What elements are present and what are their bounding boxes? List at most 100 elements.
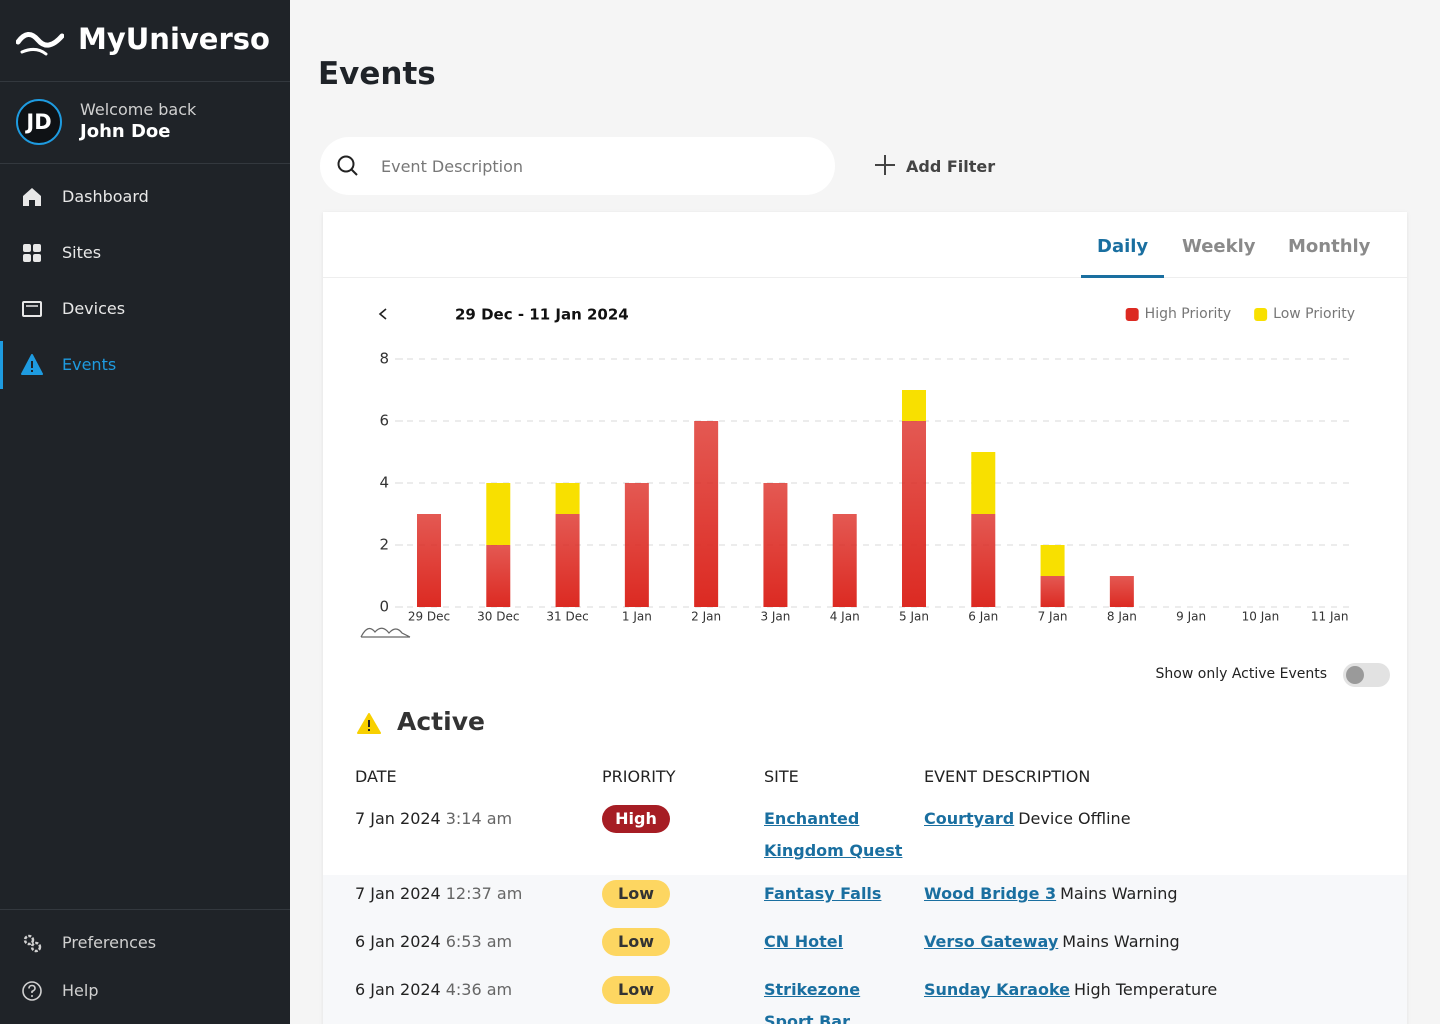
bar-segment bbox=[486, 483, 511, 545]
y-tick-label: 4 bbox=[379, 474, 389, 492]
tab[interactable]: Weekly bbox=[1182, 236, 1256, 257]
priority-badge: High bbox=[602, 805, 670, 833]
x-tick-label: 4 Jan bbox=[830, 610, 860, 624]
greeting: Welcome back bbox=[80, 100, 197, 119]
bar-segment bbox=[763, 483, 788, 607]
x-tick-label: 30 Dec bbox=[477, 610, 519, 624]
device-link[interactable]: Sunday Karaoke bbox=[924, 980, 1070, 999]
nav-label: Preferences bbox=[62, 933, 157, 952]
site-link[interactable]: CN Hotel bbox=[764, 932, 844, 951]
nav-item[interactable]: Events bbox=[0, 341, 290, 389]
nav-label: Dashboard bbox=[62, 187, 149, 206]
table-row: 6 Jan 2024 6:53 am Low CN Hotel Verso Gatewa… bbox=[323, 923, 1407, 971]
bar-segment bbox=[971, 452, 996, 514]
x-tick-label: 5 Jan bbox=[899, 610, 929, 624]
date-cell: 6 Jan 2024 4:36 am bbox=[355, 980, 512, 999]
nav-item[interactable]: Dashboard bbox=[0, 173, 290, 221]
x-tick-label: 9 Jan bbox=[1176, 610, 1206, 624]
nav-icon bbox=[23, 188, 41, 206]
tab-underline bbox=[1081, 275, 1164, 278]
search-box[interactable]: Event Description bbox=[320, 137, 835, 195]
column-header: SITE bbox=[764, 767, 799, 786]
table-row: 7 Jan 2024 12:37 am Low Fantasy Falls Wood B… bbox=[323, 875, 1407, 923]
nav-icon bbox=[23, 934, 42, 953]
priority-badge: Low bbox=[602, 880, 670, 908]
tab[interactable]: Daily bbox=[1097, 236, 1149, 257]
search-placeholder: Event Description bbox=[381, 157, 524, 176]
date-range: 29 Dec - 11 Jan 2024 bbox=[455, 306, 629, 324]
chart: 29 Dec - 11 Jan 2024 0 2 4 6 8 29 Dec 30 Dec 31… bbox=[360, 306, 1355, 638]
y-tick-label: 0 bbox=[379, 598, 389, 616]
section-title: Active bbox=[397, 707, 485, 736]
bar-segment bbox=[694, 421, 719, 607]
date-cell: 6 Jan 2024 6:53 am bbox=[355, 932, 512, 951]
add-filter-label: Add Filter bbox=[906, 157, 996, 176]
x-tick-label: 6 Jan bbox=[968, 610, 998, 624]
search-icon bbox=[337, 155, 358, 176]
prev-arrow[interactable] bbox=[378, 308, 387, 320]
warning-icon bbox=[357, 713, 381, 734]
x-tick-label: 31 Dec bbox=[546, 610, 588, 624]
y-tick-label: 6 bbox=[379, 412, 389, 430]
description-cell: Sunday Karaoke High Temperature bbox=[924, 980, 1217, 999]
nav-label: Sites bbox=[62, 243, 102, 262]
tab-divider bbox=[323, 277, 1407, 278]
time: 4:36 am bbox=[445, 980, 513, 999]
tab[interactable]: Monthly bbox=[1288, 236, 1371, 257]
date: 6 Jan 2024 bbox=[355, 980, 441, 999]
x-tick-label: 3 Jan bbox=[760, 610, 790, 624]
nav-label: Events bbox=[62, 355, 117, 374]
priority-cell: Low bbox=[602, 976, 670, 1004]
user-name: John Doe bbox=[80, 121, 171, 142]
table-row: 7 Jan 2024 3:14 am High Enchanted Kingdom Q… bbox=[323, 800, 1407, 875]
bar-segment bbox=[902, 421, 926, 607]
nav-item[interactable]: Preferences bbox=[0, 919, 290, 967]
priority-cell: Low bbox=[602, 928, 670, 956]
bar-segment bbox=[1109, 576, 1134, 607]
logo bbox=[16, 32, 64, 56]
x-tick-label: 1 Jan bbox=[622, 610, 652, 624]
column-header: PRIORITY bbox=[602, 767, 676, 786]
toggle-knob bbox=[1346, 666, 1364, 684]
date: 6 Jan 2024 bbox=[355, 932, 441, 951]
date-cell: 7 Jan 2024 12:37 am bbox=[355, 884, 522, 903]
y-tick-label: 8 bbox=[379, 350, 389, 368]
bar-segment bbox=[1040, 576, 1065, 607]
table-row: 6 Jan 2024 4:36 am Low Strikezone Sport Bar… bbox=[323, 971, 1407, 1024]
zoom-icon[interactable] bbox=[360, 627, 411, 638]
nav-item[interactable]: Help bbox=[0, 967, 290, 1015]
bar-segment bbox=[555, 483, 580, 514]
brand: MyUniverso bbox=[78, 22, 270, 56]
bar-segment bbox=[486, 545, 511, 607]
nav-icon bbox=[23, 244, 41, 262]
priority-cell: Low bbox=[602, 880, 670, 908]
site-link[interactable]: Strikezone Sport Bar bbox=[764, 980, 861, 1024]
nav-item[interactable]: Sites bbox=[0, 229, 290, 277]
y-tick-label: 2 bbox=[379, 536, 389, 554]
divider bbox=[0, 163, 290, 164]
date: 7 Jan 2024 bbox=[355, 884, 441, 903]
device-link[interactable]: Verso Gateway bbox=[924, 932, 1059, 951]
bar-segment bbox=[971, 514, 996, 607]
site-link[interactable]: Enchanted Kingdom Quest bbox=[764, 809, 903, 860]
site-link[interactable]: Fantasy Falls bbox=[764, 884, 882, 903]
toggle[interactable] bbox=[1343, 663, 1390, 687]
divider bbox=[0, 81, 290, 82]
x-tick-label: 2 Jan bbox=[691, 610, 721, 624]
plus-icon bbox=[875, 155, 895, 175]
nav-label: Help bbox=[62, 981, 99, 1000]
device-link[interactable]: Wood Bridge 3 bbox=[924, 884, 1057, 903]
legend-label: High Priority bbox=[1145, 306, 1231, 322]
device-link[interactable]: Courtyard bbox=[924, 809, 1015, 828]
date: 7 Jan 2024 bbox=[355, 809, 441, 828]
priority-badge: Low bbox=[602, 976, 670, 1004]
nav-icon bbox=[22, 981, 42, 1001]
description: Device Offline bbox=[1018, 809, 1131, 828]
x-tick-label: 29 Dec bbox=[408, 610, 450, 624]
legend-label: Low Priority bbox=[1273, 306, 1355, 322]
nav-item[interactable]: Devices bbox=[0, 285, 290, 333]
priority-cell: High bbox=[602, 805, 670, 833]
time: 12:37 am bbox=[445, 884, 523, 903]
date-cell: 7 Jan 2024 3:14 am bbox=[355, 809, 512, 828]
toggle-label: Show only Active Events bbox=[1155, 666, 1327, 682]
